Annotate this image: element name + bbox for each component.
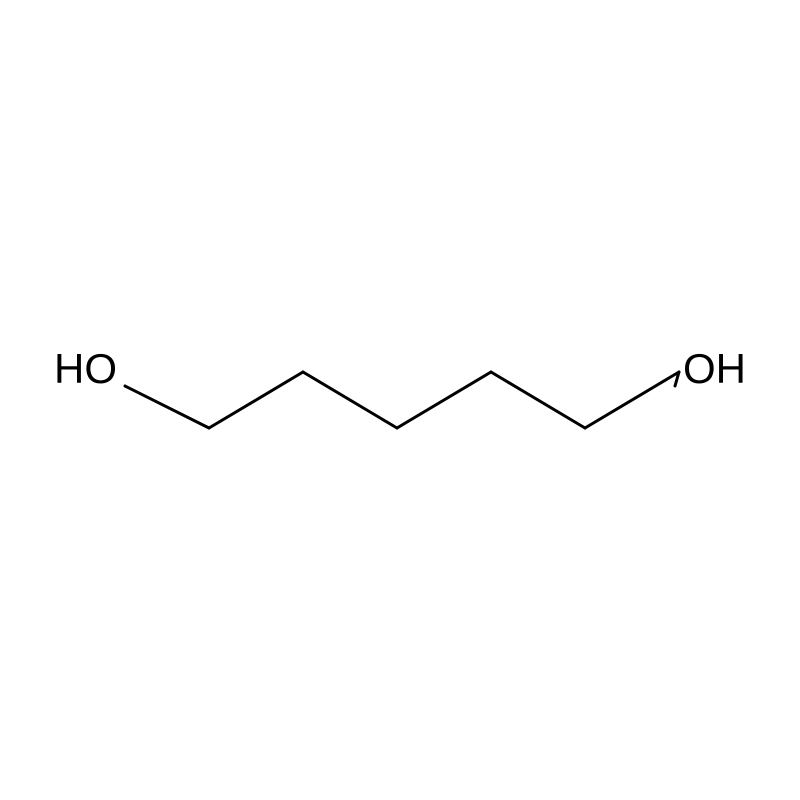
bonds-layer [125, 372, 679, 428]
bond-O1-C1 [125, 386, 209, 428]
labels-layer: HO OH [54, 345, 746, 392]
atom-label-O1: HO [54, 345, 117, 392]
bond-C5-C6 [585, 372, 679, 428]
bond-C4-C5 [491, 372, 585, 428]
atom-label-O2: OH [683, 345, 746, 392]
bond-C2-C3 [303, 372, 397, 428]
bond-C1-C2 [209, 372, 303, 428]
bond-C3-C4 [397, 372, 491, 428]
molecule-diagram: HO OH [0, 0, 800, 800]
